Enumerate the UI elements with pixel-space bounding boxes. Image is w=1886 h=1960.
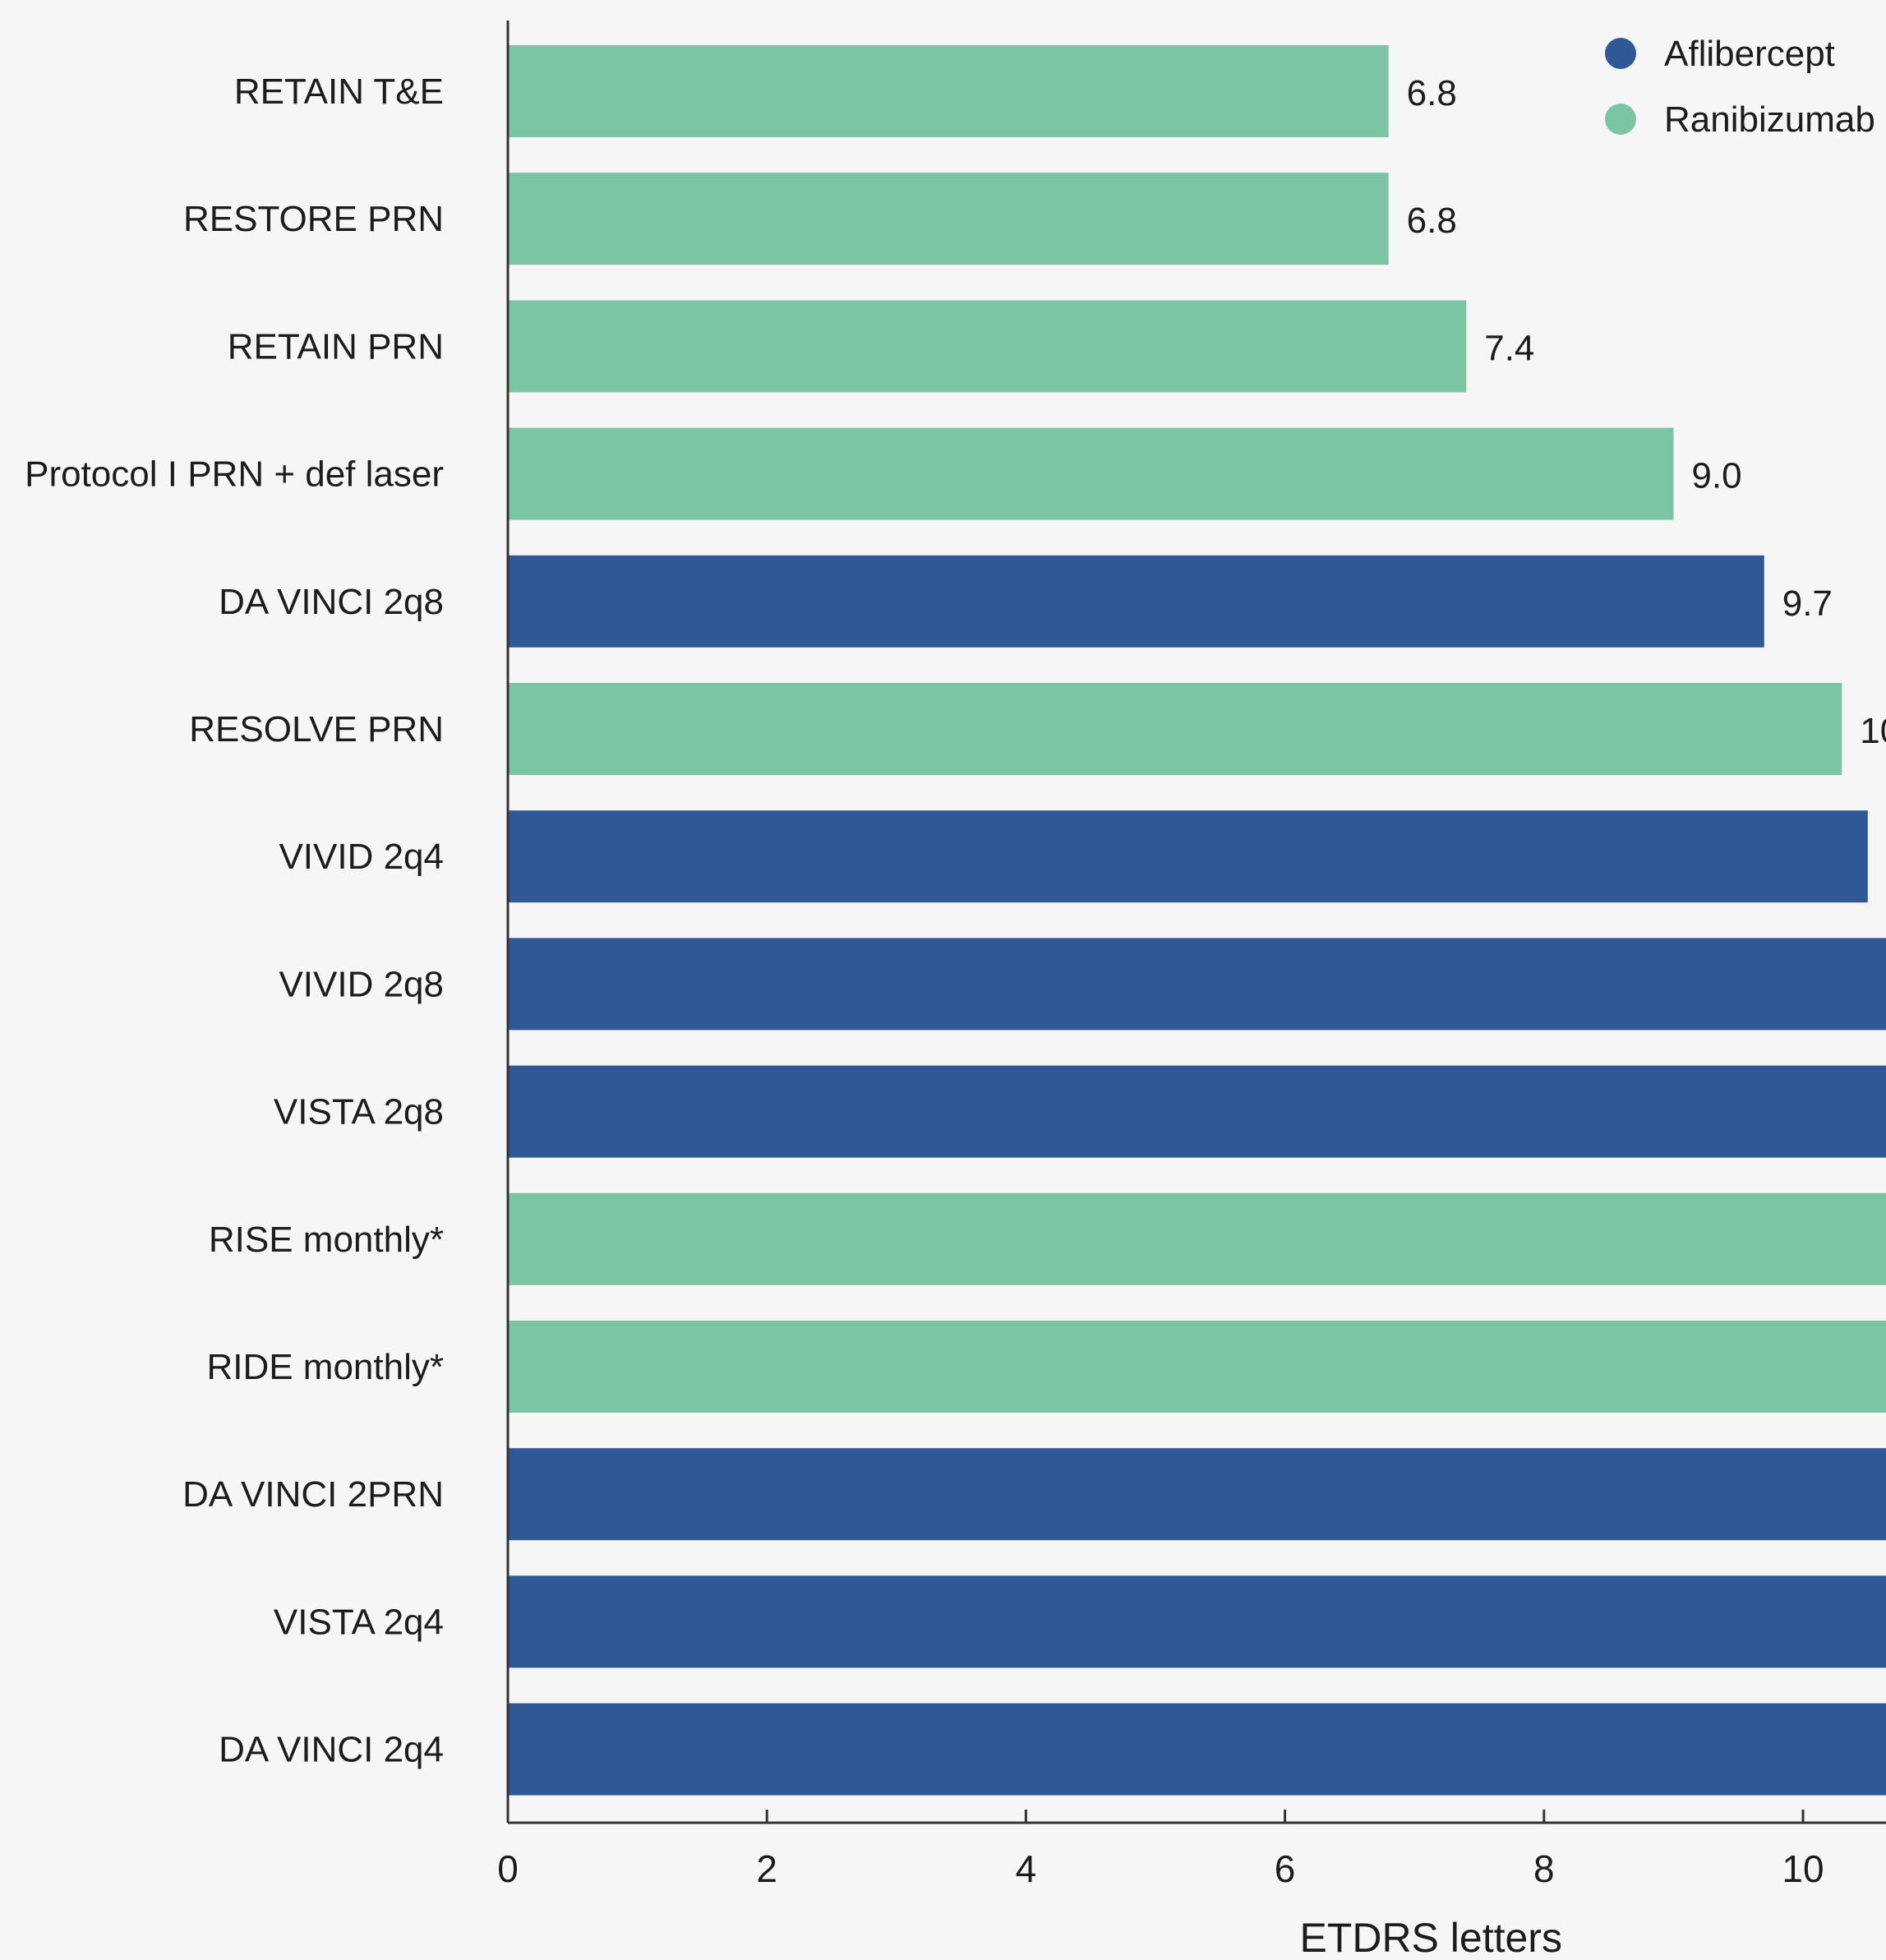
x-axis-ticks: 02468101214 [497,1810,1824,1890]
category-label-vivid-2q4: VIVID 2q4 [279,837,444,877]
x-tick-label-2: 2 [756,1847,777,1890]
bar-ride-monthly [508,1321,1886,1413]
bar-resolve-prn [508,683,1842,775]
legend-label-ranibizumab: Ranibizumab [1664,99,1875,140]
bar-retain-prn [508,300,1467,393]
value-label-retain-t-e: 6.8 [1407,73,1457,113]
x-tick-label-4: 4 [1016,1847,1037,1890]
bars-layer [508,45,1886,1796]
bar-rise-monthly [508,1192,1886,1285]
legend-marker-aflibercept [1605,38,1636,69]
category-labels: RETAIN T&E RESTORE PRN RETAIN PRN Protocol … [25,71,444,1770]
category-label-vista-2q8: VISTA 2q8 [274,1092,444,1132]
bar-restore-prn [508,173,1389,265]
x-tick-label-8: 8 [1533,1847,1555,1890]
x-tick-label-0: 0 [497,1847,519,1890]
category-label-protocol-i-prn-def-laser: Protocol I PRN + def laser [25,454,444,495]
legend-marker-ranibizumab [1605,104,1636,135]
value-label-restore-prn: 6.8 [1407,201,1457,241]
value-label-resolve-prn: 10.3 [1860,711,1886,751]
x-axis-title: ETDRS letters [1299,1915,1562,1960]
bar-da-vinci-2q4 [508,1703,1886,1796]
x-tick-label-6: 6 [1275,1847,1296,1890]
x-tick-label-10: 10 [1782,1847,1824,1890]
legend: Aflibercept Ranibizumab [1605,34,1875,140]
category-label-ride-monthly: RIDE monthly* [206,1347,444,1387]
bar-vista-2q4 [508,1575,1886,1668]
value-label-retain-prn: 7.4 [1484,328,1534,368]
bar-vista-2q8 [508,1065,1886,1158]
category-label-da-vinci-2prn: DA VINCI 2PRN [182,1474,444,1515]
legend-label-aflibercept: Aflibercept [1664,34,1835,74]
bar-vivid-2q8 [508,938,1886,1031]
category-label-restore-prn: RESTORE PRN [183,199,444,239]
value-label-da-vinci-2q8: 9.7 [1782,583,1833,624]
category-label-retain-t-e: RETAIN T&E [234,71,444,112]
bar-retain-t-e [508,45,1389,137]
category-label-vista-2q4: VISTA 2q4 [274,1602,444,1642]
bar-da-vinci-2prn [508,1448,1886,1541]
category-label-retain-prn: RETAIN PRN [228,326,444,367]
category-label-vivid-2q8: VIVID 2q8 [279,964,444,1004]
bar-vivid-2q4 [508,810,1868,903]
value-labels: 6.86.87.49.09.710.310.510.710.711.912.01… [1407,73,1886,879]
category-label-da-vinci-2q8: DA VINCI 2q8 [219,582,444,622]
bar-protocol-i-prn-def-laser [508,427,1674,520]
value-label-protocol-i-prn-def-laser: 9.0 [1691,456,1741,496]
bar-da-vinci-2q8 [508,555,1764,648]
category-label-rise-monthly: RISE monthly* [209,1220,444,1260]
category-label-da-vinci-2q4: DA VINCI 2q4 [219,1730,444,1770]
category-label-resolve-prn: RESOLVE PRN [189,709,444,749]
